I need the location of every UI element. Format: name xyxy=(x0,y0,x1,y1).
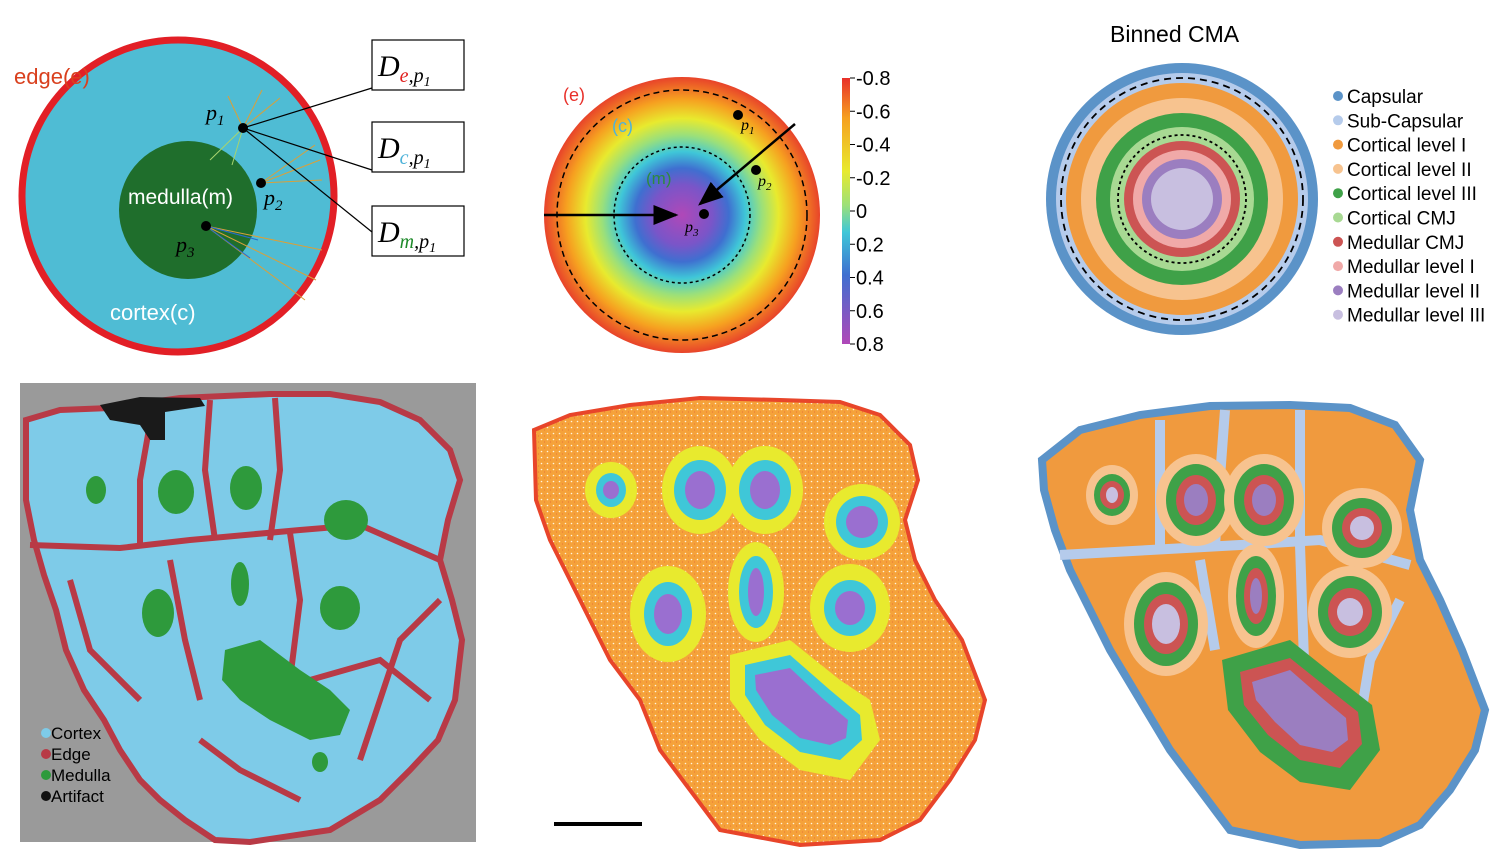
panel-f-binned-tissue xyxy=(1037,400,1490,850)
legend-label: Cortical level II xyxy=(1347,160,1472,181)
medulla-label: medulla(m) xyxy=(128,186,233,209)
lobule-boundaries xyxy=(29,397,443,803)
binned-medulla-centers xyxy=(1086,454,1402,790)
svg-text:p1: p1 xyxy=(204,100,225,129)
legend-label: Medullar CMJ xyxy=(1347,233,1464,254)
panel-d-segmentation: Cortex Edge Medulla Artifact xyxy=(20,383,476,846)
legend-label: Medullar level II xyxy=(1347,281,1480,302)
legend-label: Artifact xyxy=(51,787,104,806)
panel-a-schematic: edge(e) medulla(m) cortex(c) p1 p2 p3 De… xyxy=(14,36,465,356)
legend-label: Cortical level III xyxy=(1347,184,1477,205)
p3-sub: 3 xyxy=(692,227,699,239)
p2-sub: 2 xyxy=(275,198,283,214)
colorbar-tick-label: 0 xyxy=(856,201,867,223)
legend-marker xyxy=(1333,139,1343,150)
legend-label: Cortex xyxy=(51,724,102,743)
binned-rings xyxy=(1046,63,1318,335)
legend-marker xyxy=(1333,236,1343,247)
legend-label: Medullar level I xyxy=(1347,257,1475,278)
cma-medulla-centers xyxy=(585,446,900,780)
point-p3 xyxy=(699,209,709,219)
legend-marker xyxy=(41,770,51,780)
medulla-dotted-boundary xyxy=(613,146,751,284)
panel-e-cma-tissue xyxy=(531,395,988,848)
legend-label: Cortical level I xyxy=(1347,136,1466,157)
svg-text:De,p1: De,p1 xyxy=(377,50,431,90)
colorbar-ticks: -0.8 -0.6 -0.4 -0.2 0 0.2 0.4 0.6 0.8 xyxy=(850,68,890,356)
legend-marker xyxy=(1333,188,1343,199)
distance-rays xyxy=(205,89,323,301)
legend-marker xyxy=(1333,285,1343,296)
p2-sub: 2 xyxy=(766,181,772,193)
svg-text:p1: p1 xyxy=(740,117,755,137)
panel-c-binned-cma: Binned CMA Capsular Sub-Capsular Cortical … xyxy=(1046,21,1485,335)
cma-gradient-disc xyxy=(544,77,820,353)
legend-label: Cortical CMJ xyxy=(1347,209,1456,230)
segmentation-legend: Cortex Edge Medulla Artifact xyxy=(41,724,111,806)
cortex-label: (c) xyxy=(612,116,633,136)
colorbar-tick-label: -0.4 xyxy=(856,135,890,157)
legend-marker xyxy=(1333,115,1343,126)
svg-text:Dm,p1: Dm,p1 xyxy=(377,216,436,256)
colorbar xyxy=(842,78,850,344)
colorbar-tick-label: 0.4 xyxy=(856,268,884,290)
artifact-region xyxy=(100,397,205,440)
p3-sub: 3 xyxy=(186,245,195,261)
legend-marker xyxy=(41,749,51,759)
p3-label: p xyxy=(684,219,693,236)
panel-b-cma-gradient: (e) (c) (m) p1 p2 p3 -0.8-0.6-0.4-0.200.… xyxy=(544,68,890,356)
distance-box-cortex: Dc,p1 xyxy=(371,121,465,173)
point-p1 xyxy=(733,110,743,120)
legend-label: Sub-Capsular xyxy=(1347,111,1464,132)
edge-label: (e) xyxy=(563,85,585,105)
point-p2 xyxy=(751,165,761,175)
p1-label: p xyxy=(204,100,217,125)
svg-text:p2: p2 xyxy=(757,173,772,193)
legend-label: Medullar level III xyxy=(1347,306,1485,327)
medulla-region xyxy=(119,141,257,279)
p2-label: p xyxy=(757,173,766,190)
p3-label: p xyxy=(174,232,187,257)
legend-marker xyxy=(1333,261,1343,272)
colorbar-tick-label: 0.8 xyxy=(856,334,884,356)
legend-label: Capsular xyxy=(1347,87,1424,108)
point-p3 xyxy=(201,221,211,231)
p1-sub: 1 xyxy=(749,125,755,137)
colorbar-tick-label: 0.2 xyxy=(856,234,884,256)
legend-label: Medulla xyxy=(51,766,111,785)
legend-marker xyxy=(1333,212,1343,223)
binned-title: Binned CMA xyxy=(1110,21,1240,47)
distance-box-edge: De,p1 xyxy=(371,39,465,91)
medulla-patches xyxy=(86,466,368,772)
p2-label: p xyxy=(262,185,275,210)
colorbar-tick-label: -0.6 xyxy=(856,101,890,123)
svg-text:p2: p2 xyxy=(262,185,283,214)
medulla-label: (m) xyxy=(646,169,671,188)
legend-marker xyxy=(41,791,51,801)
svg-text:p3: p3 xyxy=(174,232,195,261)
arrow-to-center xyxy=(698,123,796,206)
svg-text:p3: p3 xyxy=(684,219,699,239)
binned-legend: Capsular Sub-Capsular Cortical level I Cort… xyxy=(1333,87,1485,327)
legend-marker xyxy=(1333,163,1343,174)
svg-text:Dc,p1: Dc,p1 xyxy=(377,132,431,172)
distance-box-medulla: Dm,p1 xyxy=(371,205,465,257)
colorbar-tick-label: 0.6 xyxy=(856,301,884,323)
legend-marker xyxy=(41,728,51,738)
colorbar-tick-label: -0.2 xyxy=(856,168,890,190)
legend-marker xyxy=(1333,309,1343,320)
edge-label: edge(e) xyxy=(14,64,90,89)
legend-marker xyxy=(1333,91,1343,101)
point-p2 xyxy=(256,178,266,188)
colorbar-tick-label: -0.8 xyxy=(856,68,890,90)
cortex-label: cortex(c) xyxy=(110,300,196,325)
ring-medullar-level-iii xyxy=(1151,168,1213,230)
p1-label: p xyxy=(740,117,749,134)
legend-label: Edge xyxy=(51,745,91,764)
p1-sub: 1 xyxy=(217,113,225,129)
